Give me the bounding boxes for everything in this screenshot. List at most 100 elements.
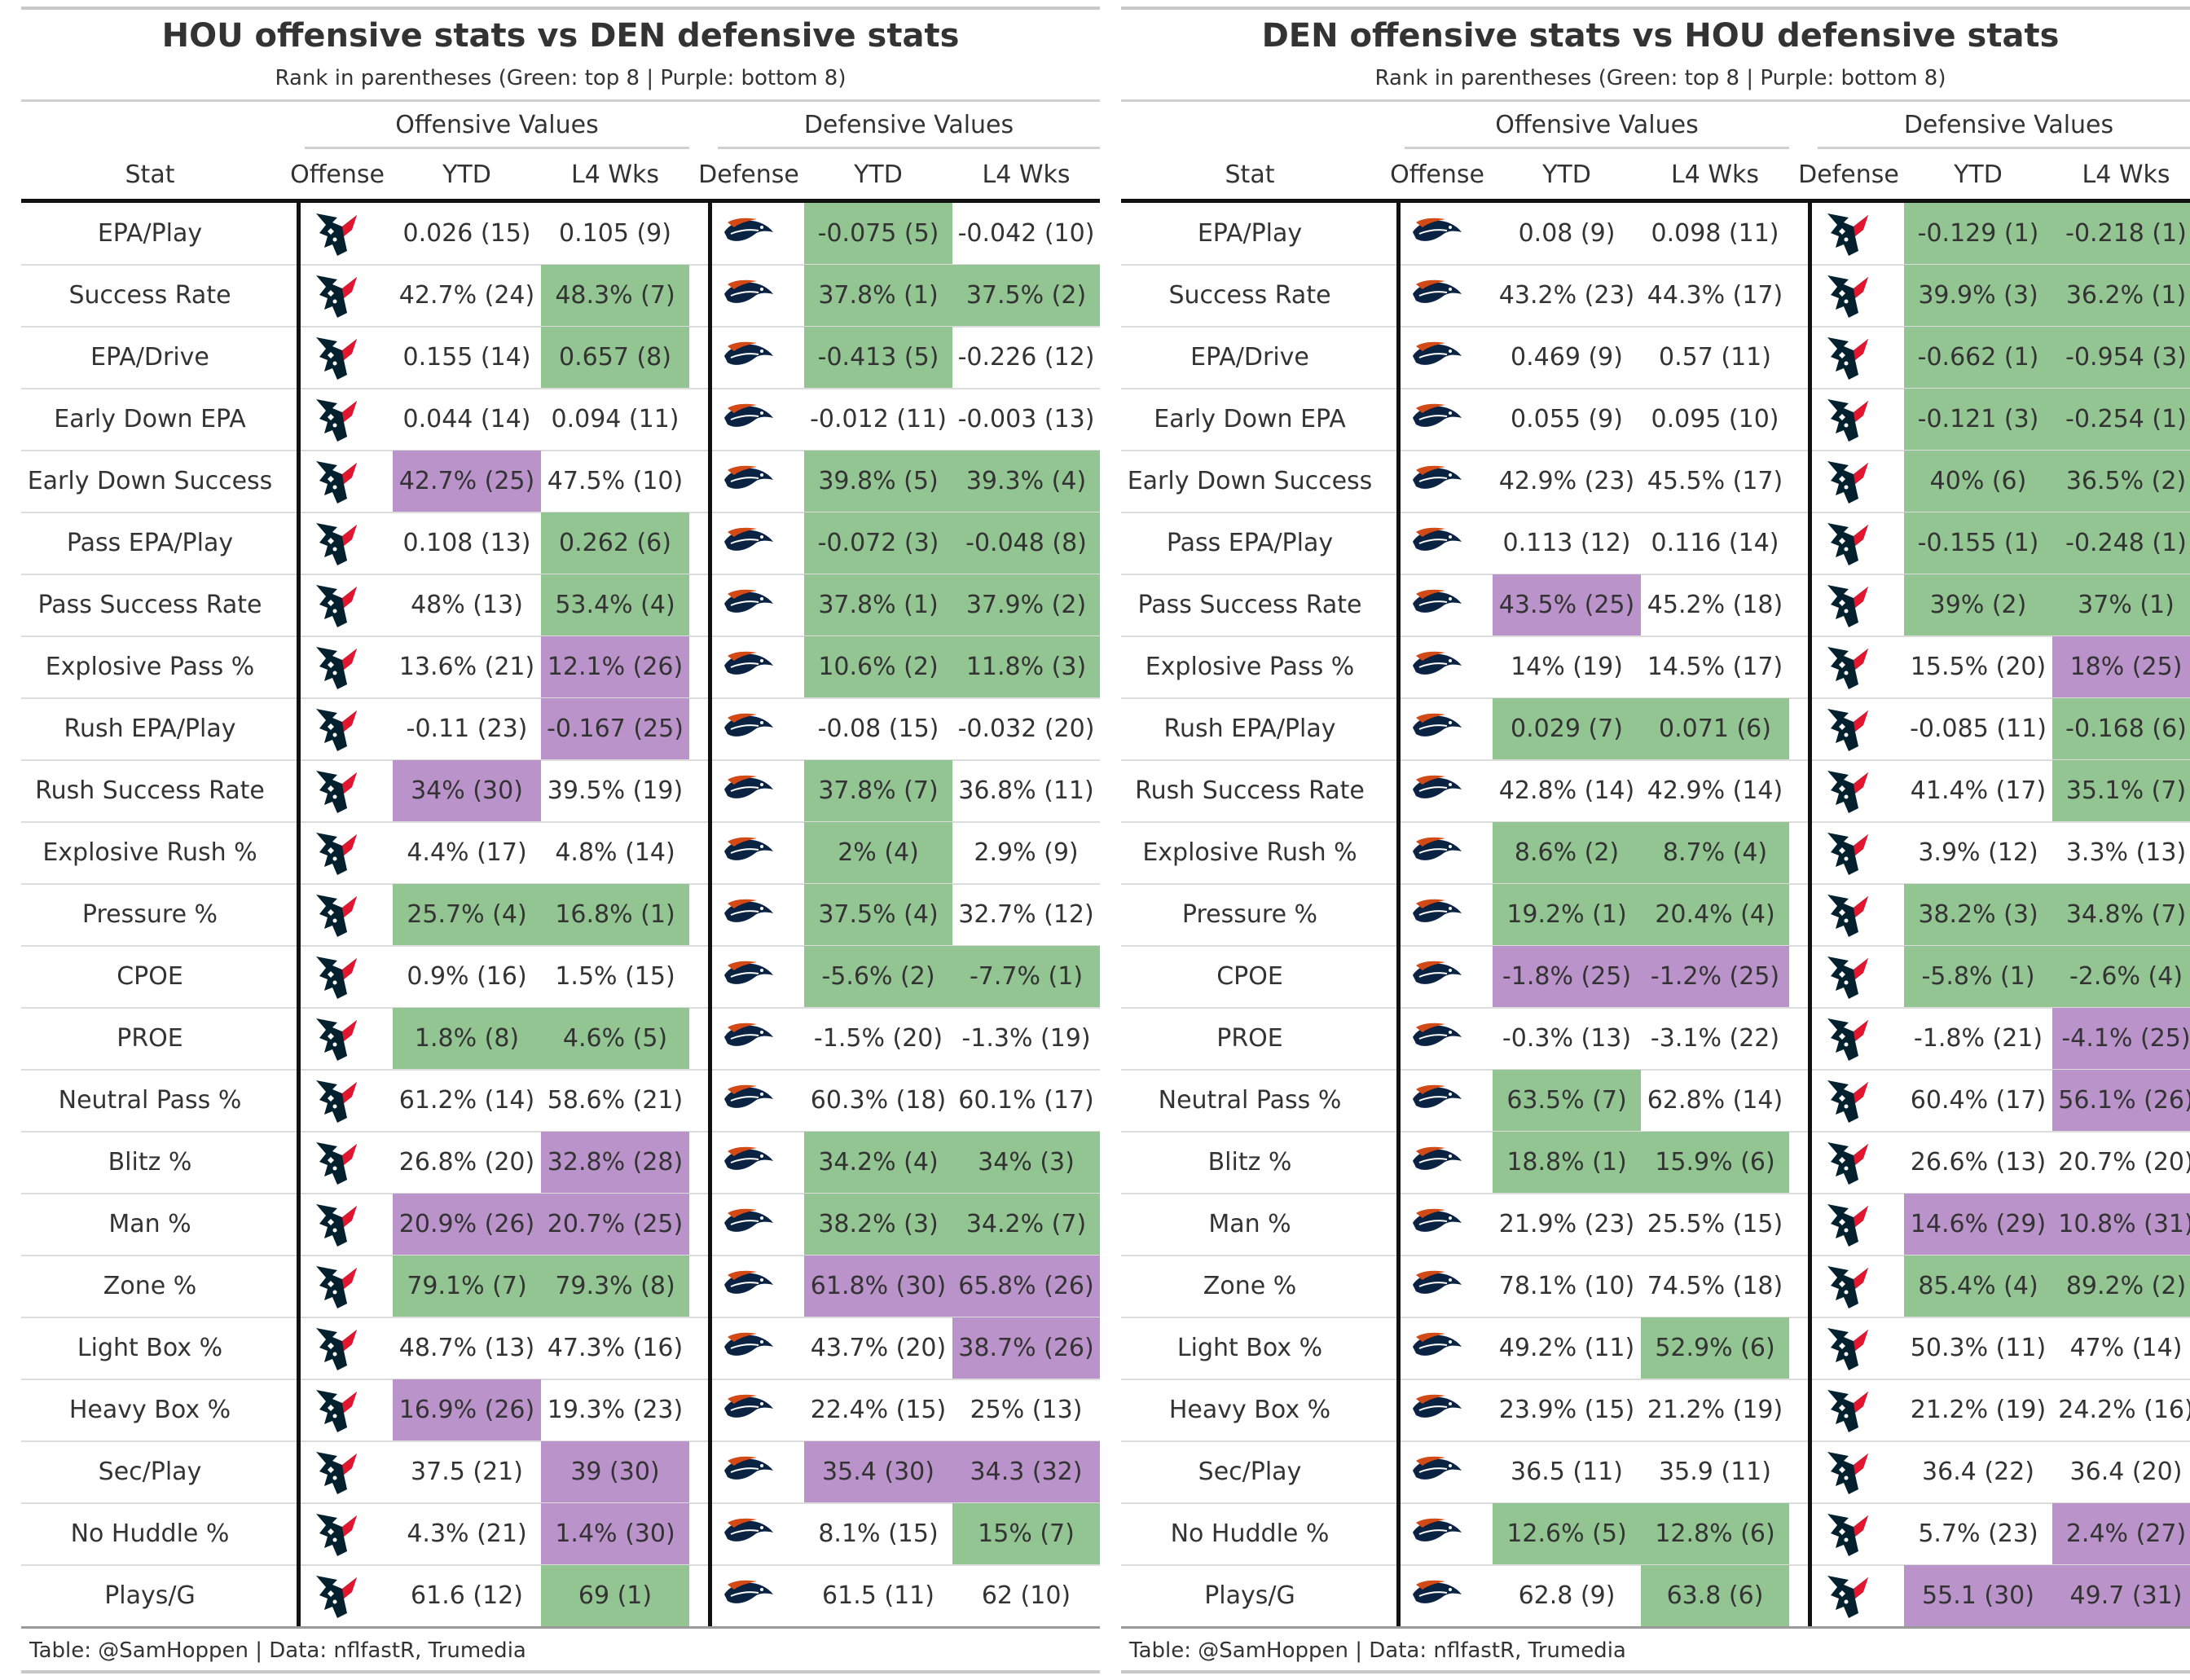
footer-rule <box>1121 1670 2190 1673</box>
defense-l4-value: 35.1% (7) <box>2052 760 2190 822</box>
defense-l4-value: 34.3 (32) <box>952 1441 1100 1503</box>
offense-logo-cell <box>282 636 393 698</box>
defense-logo-cell <box>1793 203 1904 265</box>
defensive-values-spanner-rule <box>718 147 1100 149</box>
houston-texans-logo-icon <box>316 1018 357 1061</box>
table-bottom-rule <box>1121 1626 2190 1629</box>
defense-logo-cell <box>1793 1441 1904 1503</box>
houston-texans-logo-icon <box>1827 585 1868 627</box>
defense-logo-cell <box>693 1503 804 1565</box>
offense-ytd-value: 13.6% (21) <box>398 653 535 681</box>
houston-texans-logo-icon <box>316 213 357 256</box>
offense-l4-value: 48.3% (7) <box>541 265 689 327</box>
denver-broncos-logo-icon <box>724 713 773 737</box>
defense-ytd-value: -0.155 (1) <box>1904 512 2052 574</box>
defense-l4-value: 25% (13) <box>970 1396 1083 1424</box>
houston-texans-logo-icon <box>1827 523 1868 565</box>
offense-ytd-value: 43.2% (23) <box>1498 281 1635 310</box>
stat-name: Pressure % <box>1181 900 1318 929</box>
defense-logo-cell <box>1793 698 1904 760</box>
defense-l4-value: 60.1% (17) <box>958 1086 1094 1115</box>
offense-ytd-value: 79.1% (7) <box>393 1256 541 1317</box>
defense-l4-value: 34% (3) <box>952 1132 1100 1194</box>
denver-broncos-logo-icon <box>724 961 773 984</box>
houston-texans-logo-icon <box>316 585 357 627</box>
table-row: EPA/Play 0.08 (9) 0.098 (11) -0.129 (1) -0.2… <box>1121 203 2190 265</box>
defense-ytd-value: 34.2% (4) <box>804 1132 952 1194</box>
defense-ytd-value: 37.8% (1) <box>804 574 952 636</box>
offense-l4-value: 1.4% (30) <box>541 1503 689 1565</box>
offense-ytd-value: 63.5% (7) <box>1493 1070 1641 1132</box>
offense-ytd-value: 14% (19) <box>1511 653 1623 681</box>
defense-logo-cell <box>1793 1379 1904 1441</box>
offense-ytd-value: 61.6 (12) <box>411 1581 523 1610</box>
houston-texans-logo-icon <box>316 1328 357 1370</box>
offense-logo-cell <box>1382 884 1493 946</box>
defense-l4-value: 56.1% (26) <box>2052 1070 2190 1132</box>
stat-name: Rush EPA/Play <box>1163 715 1336 743</box>
offense-ytd-value: 36.5 (11) <box>1511 1458 1623 1486</box>
denver-broncos-logo-icon <box>1413 1146 1462 1170</box>
offense-l4-value: 0.071 (6) <box>1641 698 1789 760</box>
table-row: Zone % 79.1% (7) 79.3% (8) 61.8% (30) 65.8% … <box>21 1256 1100 1317</box>
houston-texans-logo-icon <box>316 1452 357 1494</box>
defense-l4-value: 39.3% (4) <box>952 451 1100 512</box>
offense-logo-cell <box>282 1503 393 1565</box>
denver-broncos-logo-icon <box>724 403 773 427</box>
offense-l4-value: 53.4% (4) <box>541 574 689 636</box>
defense-logo-cell <box>693 884 804 946</box>
denver-broncos-logo-icon <box>1413 1332 1462 1356</box>
offense-ytd-value: 43.5% (25) <box>1493 574 1641 636</box>
offense-ytd-value: 0.026 (15) <box>402 219 531 248</box>
defense-ytd-value: -0.072 (3) <box>804 512 952 574</box>
houston-texans-logo-icon <box>1827 1390 1868 1432</box>
defense-logo-cell <box>693 265 804 327</box>
table-row: Neutral Pass % 63.5% (7) 62.8% (14) 60.4% (… <box>1121 1070 2190 1132</box>
offense-l4-value: 74.5% (18) <box>1647 1272 1783 1300</box>
stat-name: Sec/Play <box>98 1458 202 1486</box>
offense-l4-value: 47.3% (16) <box>547 1334 684 1362</box>
offense-ytd-value: 21.9% (23) <box>1498 1210 1635 1238</box>
offense-logo-cell <box>1382 1379 1493 1441</box>
defense-logo-cell <box>1793 1317 1904 1379</box>
defense-l4-value: -4.1% (25) <box>2052 1008 2190 1070</box>
defense-logo-cell <box>1793 389 1904 451</box>
panel-title: DEN offensive stats vs HOU defensive sta… <box>1261 17 2060 55</box>
table-row: EPA/Play 0.026 (15) 0.105 (9) -0.075 (5) -0.… <box>21 203 1100 265</box>
stat-name: No Huddle % <box>70 1519 230 1548</box>
houston-texans-logo-icon <box>316 1266 357 1308</box>
defense-logo-cell <box>1793 1132 1904 1194</box>
defense-ytd-value: -0.129 (1) <box>1904 203 2052 265</box>
stat-name: Rush Success Rate <box>1135 776 1365 805</box>
defense-logo-cell <box>693 1441 804 1503</box>
defense-ytd-value: 50.3% (11) <box>1910 1334 2047 1362</box>
offense-l4-value: 12.8% (6) <box>1641 1503 1789 1565</box>
houston-texans-logo-icon <box>1827 337 1868 380</box>
defense-l4-value: 49.7 (31) <box>2052 1565 2190 1627</box>
table-row: Early Down EPA 0.055 (9) 0.095 (10) -0.121 … <box>1121 389 2190 451</box>
offense-logo-cell <box>282 946 393 1008</box>
defense-l4-value: 2.9% (9) <box>974 838 1079 867</box>
offense-ytd-value: 0.08 (9) <box>1518 219 1616 248</box>
defense-l4-value: 37.5% (2) <box>952 265 1100 327</box>
defense-ytd-value: 22.4% (15) <box>810 1396 947 1424</box>
defense-logo-cell <box>693 512 804 574</box>
offense-ytd-value: 18.8% (1) <box>1493 1132 1641 1194</box>
defense-logo-cell <box>693 636 804 698</box>
defense-logo-cell <box>693 451 804 512</box>
denver-broncos-logo-icon <box>1413 713 1462 737</box>
denver-broncos-logo-icon <box>724 1270 773 1294</box>
stat-name: Light Box % <box>77 1334 223 1362</box>
row-divider <box>1121 512 2190 513</box>
row-divider <box>21 1379 1100 1380</box>
defense-ytd-value: 61.5 (11) <box>822 1581 934 1610</box>
offense-l4-value: 1.5% (15) <box>555 962 675 991</box>
offense-logo-cell <box>1382 1008 1493 1070</box>
offense-l4-value: 12.1% (26) <box>541 636 689 698</box>
defense-logo-cell <box>693 1008 804 1070</box>
offense-logo-cell <box>1382 760 1493 822</box>
offense-logo-cell <box>1382 1256 1493 1317</box>
stat-name: Explosive Pass % <box>45 653 255 681</box>
stat-name: Zone % <box>1203 1272 1297 1300</box>
houston-texans-logo-icon <box>1827 213 1868 256</box>
